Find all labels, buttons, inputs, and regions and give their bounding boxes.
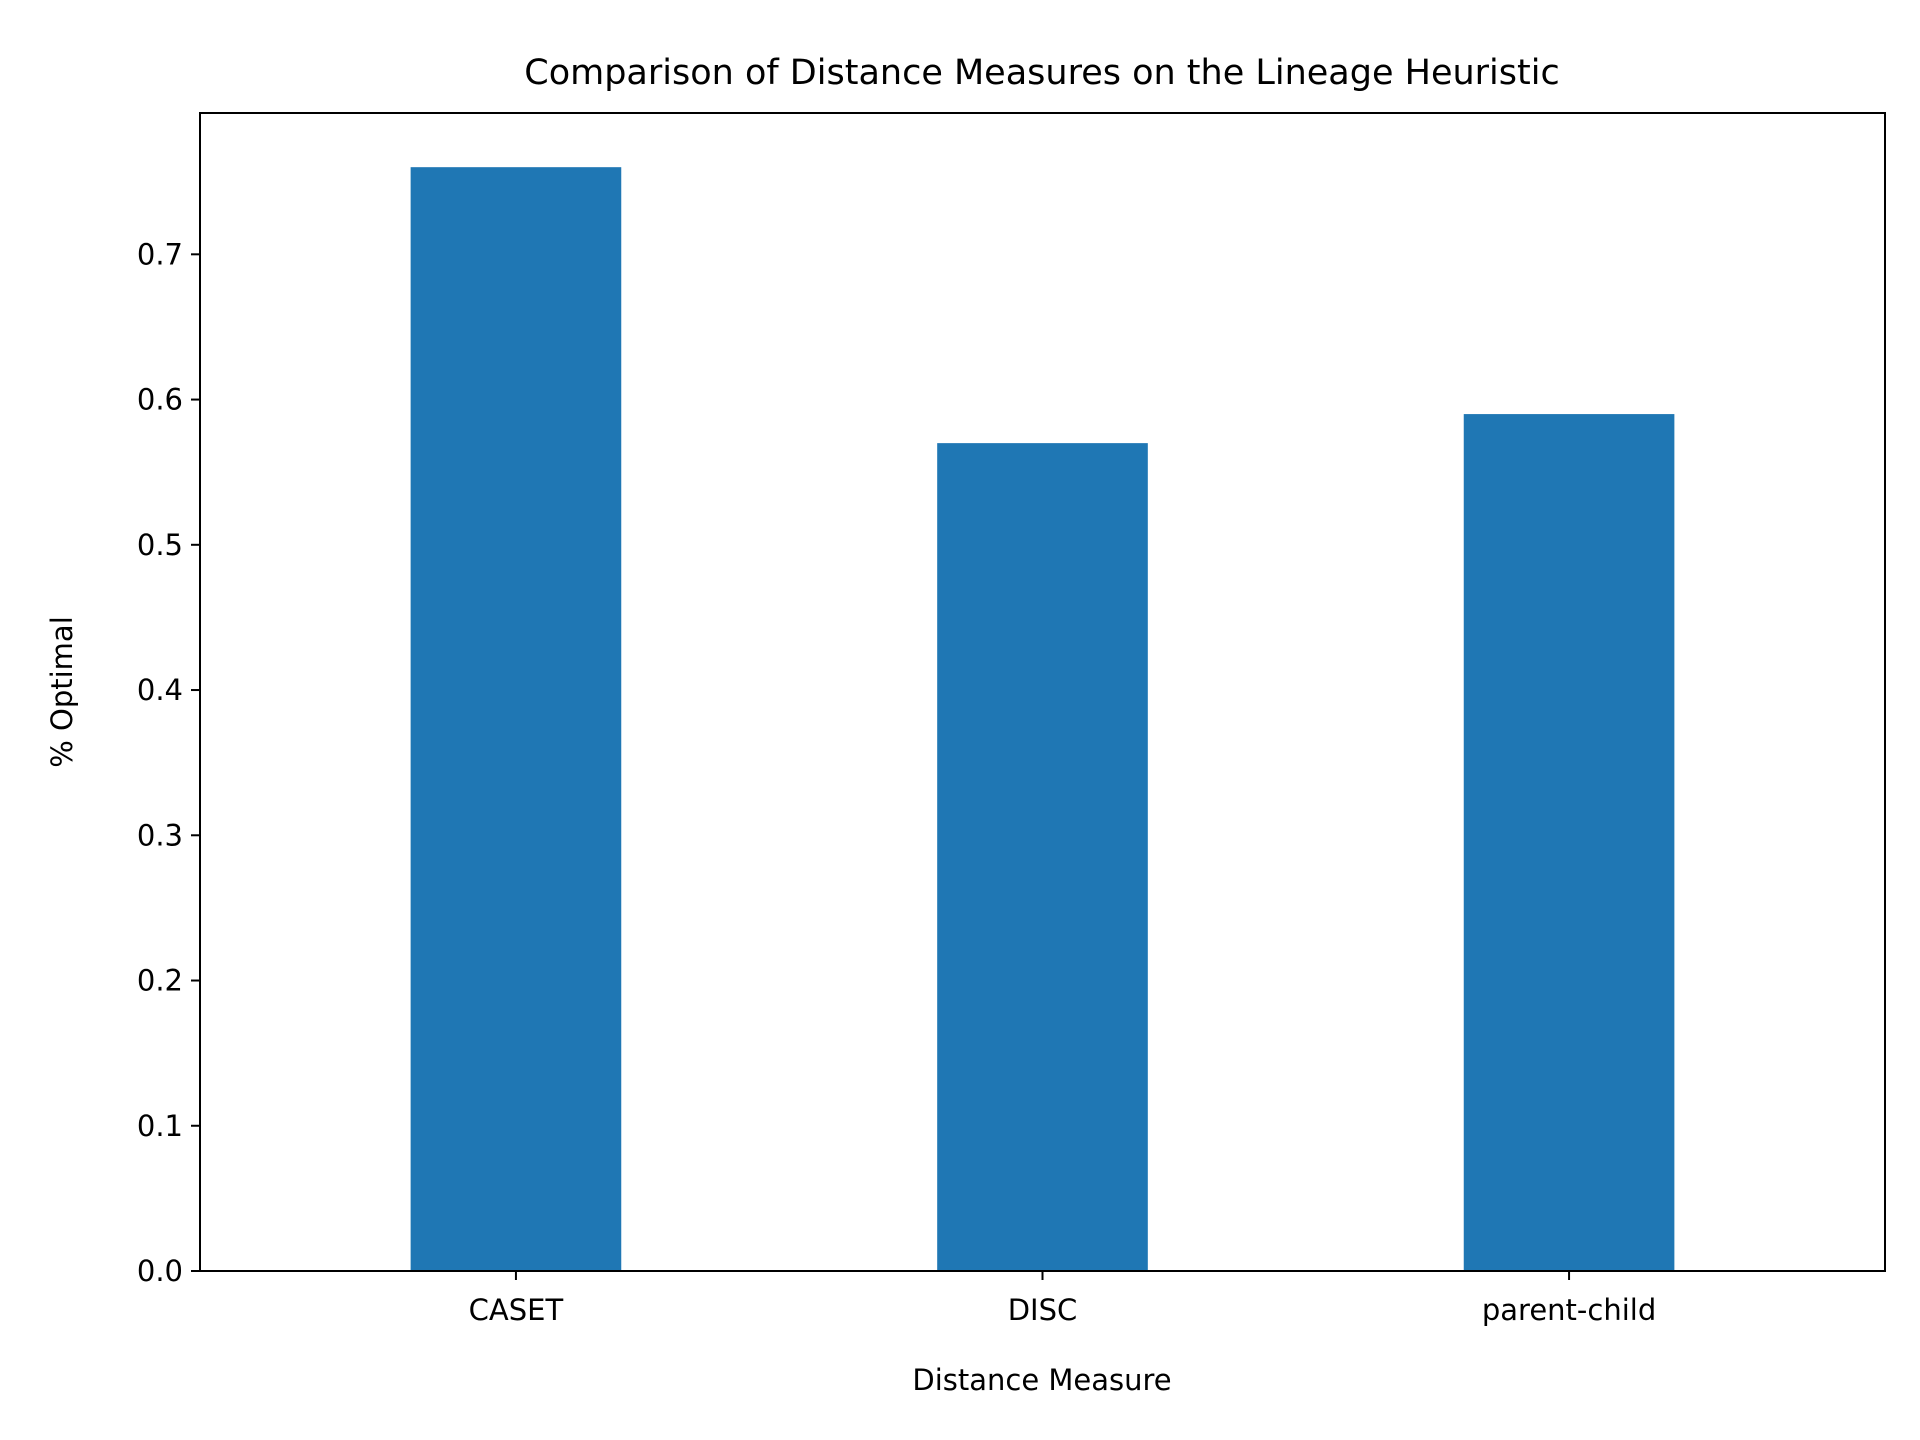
chart-title: Comparison of Distance Measures on the L… (524, 53, 1559, 93)
bar-parent-child (1463, 414, 1675, 1272)
y-axis-label: % Optimal (45, 616, 79, 768)
y-tick-label: 0.3 (137, 818, 183, 852)
y-ticks-layer: 0.0 0.1 0.2 0.3 0.4 0.5 0.6 0.7 (137, 237, 200, 1288)
y-tick-label: 0.4 (137, 673, 183, 707)
y-tick-label: 0.2 (137, 964, 183, 998)
y-tick-label: 0.0 (137, 1254, 183, 1288)
x-tick-label: DISC (1008, 1293, 1078, 1327)
y-tick-label: 0.7 (137, 237, 183, 271)
x-tick-label: parent-child (1482, 1293, 1656, 1327)
plot-frame (199, 112, 1886, 1272)
bar-disc (937, 443, 1148, 1271)
x-tick-label: CASET (469, 1293, 564, 1327)
y-tick-label: 0.1 (137, 1109, 183, 1143)
bar-caset (410, 167, 622, 1272)
y-tick-label: 0.6 (137, 383, 183, 417)
x-axis-label: Distance Measure (912, 1363, 1171, 1397)
x-ticks-layer: CASET DISC parent-child (469, 1271, 1656, 1327)
bars-layer (410, 167, 1675, 1272)
y-tick-label: 0.5 (137, 528, 183, 562)
